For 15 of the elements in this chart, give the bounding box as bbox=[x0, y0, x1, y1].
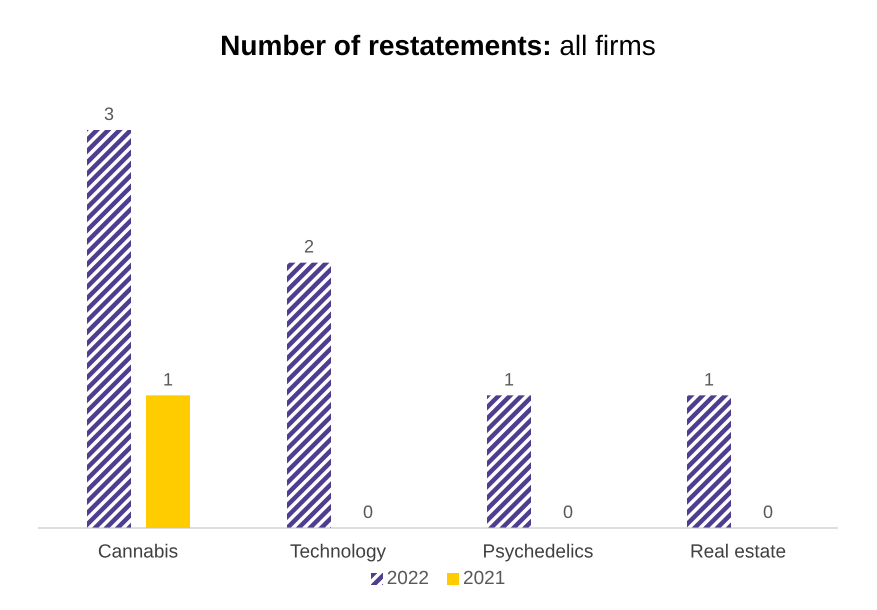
data-label: 3 bbox=[104, 104, 114, 124]
x-tick-label: Psychedelics bbox=[482, 541, 594, 562]
data-label: 1 bbox=[704, 369, 714, 390]
data-label: 0 bbox=[362, 502, 374, 522]
chart-title: Number of restatements: all firms bbox=[219, 29, 657, 63]
data-label: 0 bbox=[562, 502, 574, 522]
x-tick-label: Cannabis bbox=[98, 541, 178, 562]
data-label: 1 bbox=[162, 369, 174, 390]
x-tick-label: Real estate bbox=[690, 541, 786, 562]
legend-label: 2021 bbox=[462, 568, 506, 590]
x-tick-label: Technology bbox=[290, 541, 387, 562]
legend-label: 2022 bbox=[386, 568, 429, 590]
data-label: 0 bbox=[762, 502, 774, 522]
data-label: 2 bbox=[304, 236, 314, 257]
data-label: 1 bbox=[504, 369, 514, 390]
